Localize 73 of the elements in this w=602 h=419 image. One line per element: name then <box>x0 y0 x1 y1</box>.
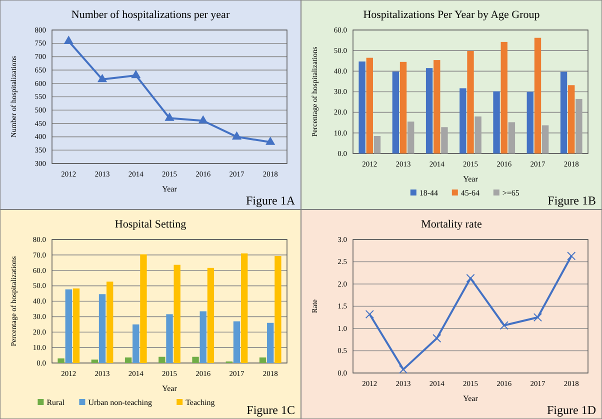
bar <box>400 62 407 154</box>
bar <box>207 268 214 363</box>
point <box>533 313 542 322</box>
bar <box>65 289 72 363</box>
bar <box>132 324 140 363</box>
bar <box>240 253 248 363</box>
bar <box>98 294 106 363</box>
point <box>266 136 276 145</box>
bar <box>576 98 582 154</box>
bar <box>441 127 448 154</box>
bar <box>124 357 132 363</box>
bar <box>200 311 206 363</box>
bar <box>474 116 482 154</box>
point <box>398 365 408 374</box>
bar <box>192 356 199 363</box>
point <box>97 74 108 82</box>
bar <box>374 136 381 154</box>
bar <box>460 88 466 154</box>
chart-title: Hospitalizations Per Year by Age Group <box>363 9 540 21</box>
bar <box>58 358 64 363</box>
bar <box>274 256 282 363</box>
bar <box>259 357 266 363</box>
bar <box>408 122 414 154</box>
bar <box>534 38 542 154</box>
point <box>466 274 475 283</box>
point <box>164 112 174 121</box>
point <box>500 321 508 330</box>
chart-title: Number of hospitalizations per year <box>71 9 230 21</box>
point <box>232 131 242 140</box>
bar <box>568 85 575 154</box>
bar <box>560 72 568 154</box>
chart-title: Mortality rate <box>421 218 482 230</box>
caption: Figure 1A <box>246 194 296 208</box>
legend-label: 18-44 <box>419 188 438 198</box>
legend-label: >=65 <box>502 188 520 198</box>
point <box>198 115 208 124</box>
bar <box>500 42 508 154</box>
x-axis-title: Year <box>162 384 178 393</box>
point <box>567 252 576 260</box>
bar <box>158 356 166 363</box>
x-axis-title: Year <box>162 184 178 194</box>
point <box>432 334 442 343</box>
bar <box>426 68 433 154</box>
bar <box>508 122 516 154</box>
bar <box>526 92 534 154</box>
bar <box>542 125 549 154</box>
bar <box>106 282 114 363</box>
bar <box>72 288 80 363</box>
bar <box>166 314 173 363</box>
bar <box>467 50 474 154</box>
x-axis-title: Year <box>463 174 478 184</box>
bar <box>267 322 274 363</box>
bar <box>233 321 240 363</box>
bar <box>493 91 500 154</box>
point <box>64 36 74 44</box>
legend-label: Urban non-teaching <box>88 398 152 407</box>
chart-title: Hospital Setting <box>114 218 187 230</box>
caption: Figure 1C <box>246 403 295 417</box>
bar <box>392 72 400 154</box>
legend-label: 45-64 <box>460 188 480 198</box>
point <box>365 310 374 319</box>
bar <box>91 360 98 363</box>
bar <box>358 61 366 154</box>
bar <box>366 58 373 154</box>
caption: Figure 1D <box>547 403 596 417</box>
caption: Figure 1B <box>548 194 596 208</box>
legend-label: Rural <box>46 398 66 407</box>
x-axis-title: Year <box>463 394 478 403</box>
legend-label: Teaching <box>186 398 215 407</box>
bar <box>140 254 147 363</box>
bar <box>434 60 440 154</box>
bar <box>174 264 180 363</box>
point <box>131 70 141 78</box>
